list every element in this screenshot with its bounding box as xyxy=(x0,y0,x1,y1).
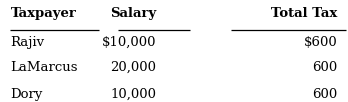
Text: 20,000: 20,000 xyxy=(111,61,157,74)
Text: Salary: Salary xyxy=(110,7,157,20)
Text: Taxpayer: Taxpayer xyxy=(10,7,76,20)
Text: 600: 600 xyxy=(312,88,338,101)
Text: Dory: Dory xyxy=(10,88,43,101)
Text: 600: 600 xyxy=(312,61,338,74)
Text: $600: $600 xyxy=(304,36,338,49)
Text: Total Tax: Total Tax xyxy=(271,7,338,20)
Text: $10,000: $10,000 xyxy=(102,36,157,49)
Text: LaMarcus: LaMarcus xyxy=(10,61,78,74)
Text: 10,000: 10,000 xyxy=(111,88,157,101)
Text: Rajiv: Rajiv xyxy=(10,36,45,49)
